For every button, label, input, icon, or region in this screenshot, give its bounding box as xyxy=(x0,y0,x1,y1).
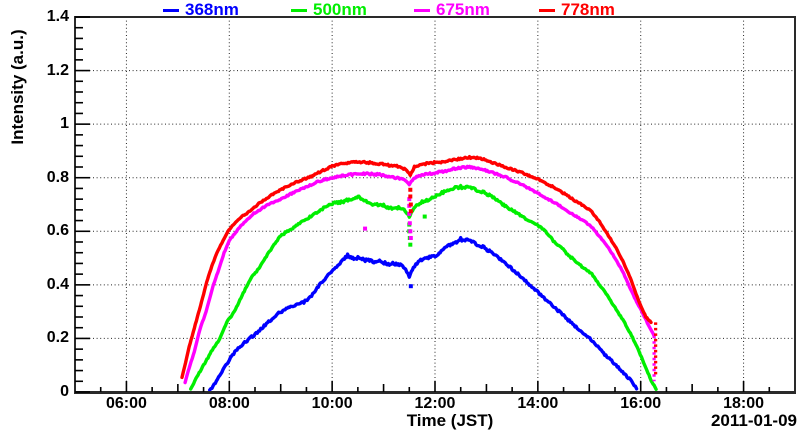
legend-label-368nm: 368nm xyxy=(185,0,239,19)
data-curves xyxy=(180,155,658,392)
x-axis-title: Time (JST) xyxy=(406,411,494,430)
legend-label-675nm: 675nm xyxy=(436,0,490,19)
legend-line-swatch-368nm xyxy=(163,8,179,12)
y-axis-title: Intensity (a.u.) xyxy=(8,29,27,145)
y-tick-label-0: 0 xyxy=(60,383,69,400)
y-tick-label-1.4: 1.4 xyxy=(46,8,69,25)
legend-item-675nm: 675nm xyxy=(414,0,490,19)
legend-item-368nm: 368nm xyxy=(163,0,239,19)
x-tick-label-1400: 14:00 xyxy=(517,395,559,412)
legend-item-778nm: 778nm xyxy=(539,0,615,19)
x-tick-label-1800: 18:00 xyxy=(723,395,765,412)
legend-label-778nm: 778nm xyxy=(561,0,615,19)
date-annotation: 2011-01-09 xyxy=(710,411,797,430)
legend-line-swatch-675nm xyxy=(414,8,430,12)
legend-line-swatch-778nm xyxy=(539,8,555,12)
legend-line-swatch-500nm xyxy=(291,8,307,12)
y-tick-label-1: 1 xyxy=(60,115,69,133)
x-tick-label-1600: 16:00 xyxy=(620,395,662,412)
x-tick-label-0800: 08:00 xyxy=(208,395,250,412)
legend-label-500nm: 500nm xyxy=(313,0,367,19)
series-778nm xyxy=(180,155,658,380)
x-tick-label-1000: 10:00 xyxy=(311,395,353,412)
legend-item-500nm: 500nm xyxy=(291,0,367,19)
y-tick-label-0.6: 0.6 xyxy=(46,222,69,240)
gridlines xyxy=(75,17,795,392)
y-tick-label-0.4: 0.4 xyxy=(46,275,69,293)
y-tick-label-1.2: 1.2 xyxy=(46,61,69,79)
series-500nm xyxy=(189,183,658,391)
x-tick-label-1200: 12:00 xyxy=(414,395,456,412)
x-tick-label-0600: 06:00 xyxy=(105,395,147,412)
y-tick-label-0.2: 0.2 xyxy=(46,329,69,347)
y-tick-label-0.8: 0.8 xyxy=(46,168,69,186)
series-368nm xyxy=(208,236,639,392)
axes-frame xyxy=(74,16,796,394)
